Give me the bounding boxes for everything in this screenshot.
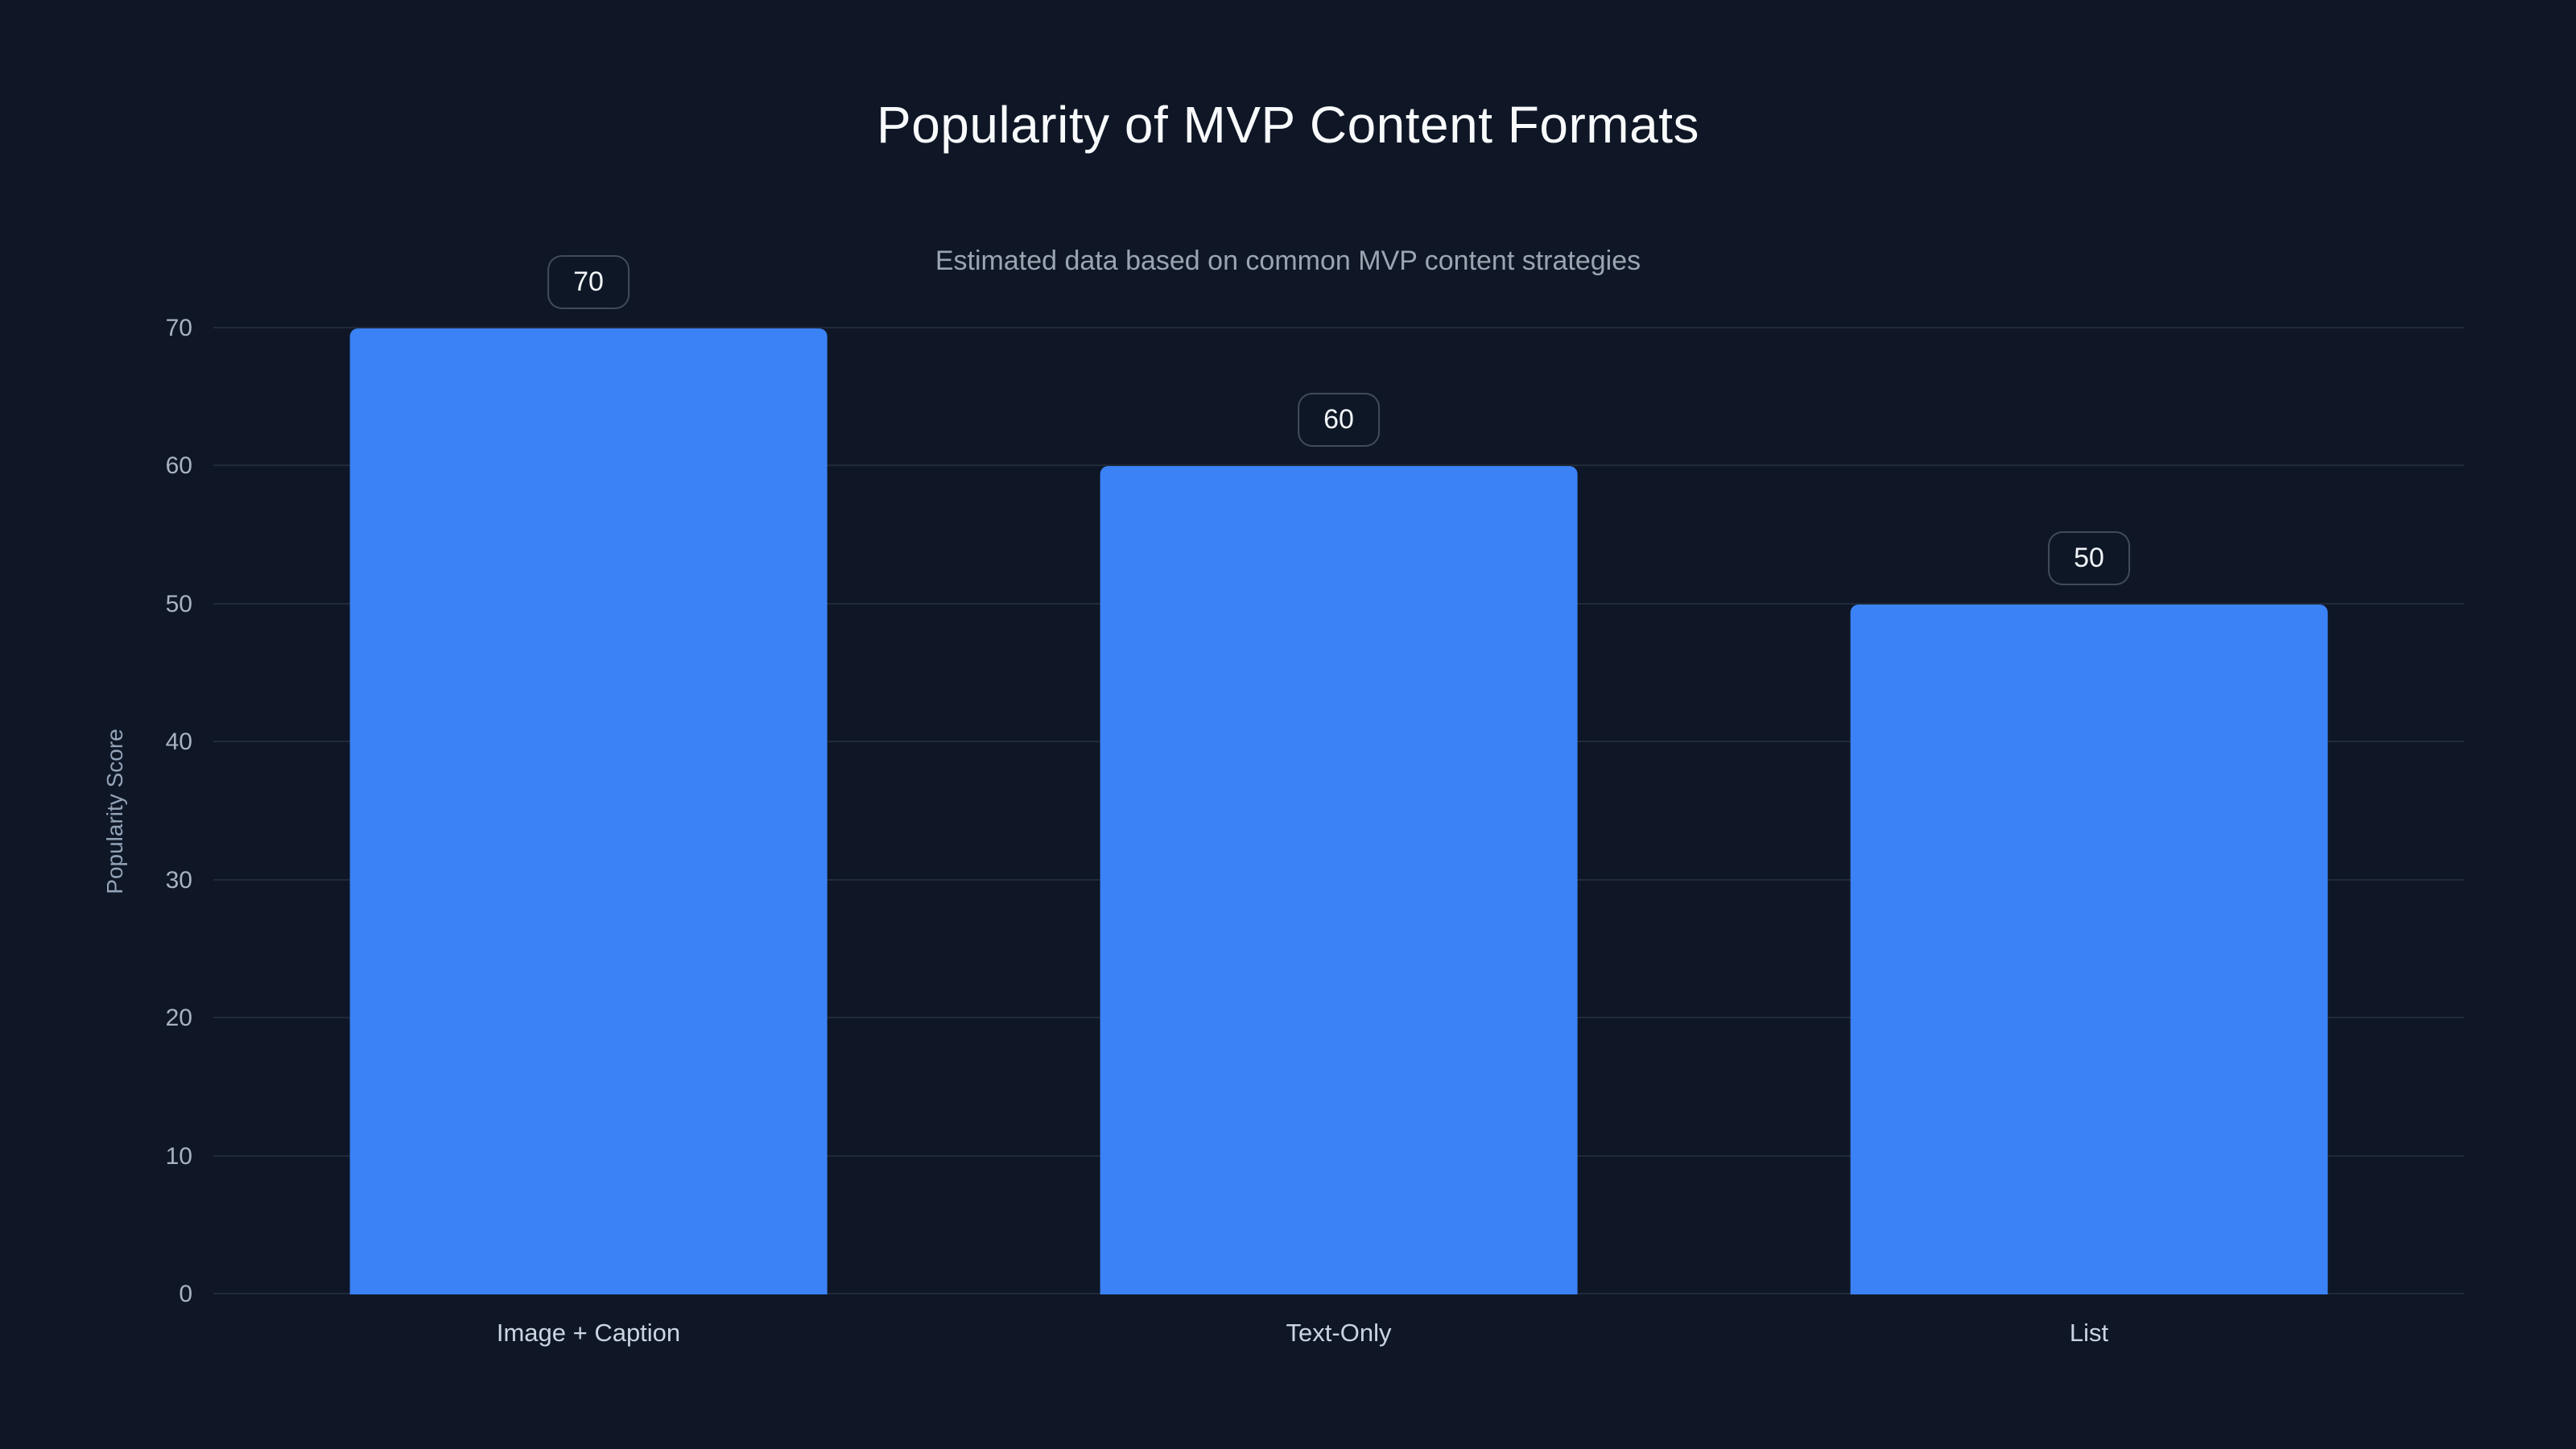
bar: [1850, 604, 2328, 1294]
y-axis-tick-label: 30: [165, 866, 192, 894]
y-axis-tick-label: 20: [165, 1005, 192, 1032]
plot-area: 0 10 20 30 40 50 60 70 70 Image + Caption 60 Text-O…: [166, 255, 2464, 1347]
value-label-badge: 60: [1298, 393, 1380, 448]
bar: [349, 328, 828, 1294]
y-axis-tick-label: 0: [179, 1281, 192, 1307]
x-axis-tick-label: List: [2069, 1319, 2109, 1347]
y-axis-tick-label: 10: [165, 1142, 192, 1170]
bar: [1100, 466, 1578, 1294]
y-axis-tick-label: 60: [165, 452, 192, 480]
y-axis-tick-label: 70: [165, 315, 192, 341]
gridline: [213, 327, 2464, 328]
gridline: [213, 464, 2464, 467]
y-axis-tick-label: 40: [165, 729, 192, 756]
chart-title: Popularity of MVP Content Formats: [877, 96, 1699, 154]
chart-subtitle: Estimated data based on common MVP conte…: [935, 246, 1641, 276]
y-axis-tick-label: 50: [165, 590, 192, 617]
y-axis-title: Popularity Score: [102, 729, 127, 894]
x-axis-tick-label: Text-Only: [1286, 1319, 1392, 1347]
value-label-badge: 70: [547, 255, 630, 309]
value-label-badge: 50: [2048, 530, 2130, 585]
x-axis-tick-label: Image + Caption: [496, 1319, 681, 1347]
